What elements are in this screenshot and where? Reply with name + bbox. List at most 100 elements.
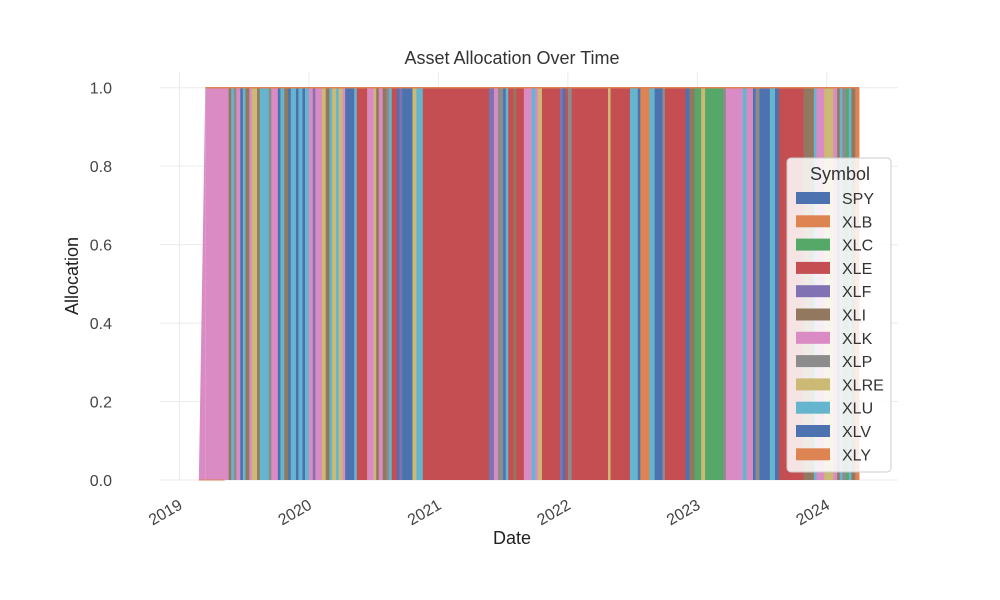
allocation-segment-xlp: [755, 87, 760, 480]
allocation-segment-xlv: [302, 87, 306, 480]
legend-item-spy: SPY: [796, 191, 874, 208]
allocation-segment-xlv: [637, 87, 641, 480]
allocation-segment-xle: [356, 87, 368, 480]
y-tick-label: 0.4: [90, 316, 112, 333]
y-tick-label: 0.2: [90, 395, 112, 412]
legend-item-xle: XLE: [796, 261, 872, 278]
legend-label: XLF: [842, 284, 872, 301]
allocation-segment-xlu: [305, 87, 310, 480]
legend-box: [786, 157, 892, 473]
allocation-segment-xlk: [535, 87, 539, 480]
legend-swatch: [796, 448, 830, 461]
allocation-segment-xlre: [332, 87, 337, 480]
allocation-segment-xli: [228, 87, 232, 480]
legend-swatch: [796, 285, 830, 298]
allocation-segment-xlv: [562, 87, 566, 480]
allocation-segment-xlu: [242, 87, 246, 480]
allocation-segment-xlk: [308, 87, 314, 480]
allocation-segment-xlv: [396, 87, 400, 480]
legend-swatch: [796, 425, 830, 437]
allocation-segment-xlre: [412, 87, 417, 480]
allocation-segment-xli: [284, 87, 289, 480]
allocation-segment-xlu: [389, 87, 393, 480]
allocation-segment-xlre: [538, 87, 543, 480]
allocation-segment-xlk: [746, 87, 754, 480]
allocation-segment-xlk: [315, 87, 323, 480]
allocation-segment-xlv: [685, 87, 690, 480]
allocation-segment-xle: [508, 87, 514, 480]
legend-swatch: [796, 192, 830, 204]
allocation-segment-xle: [541, 87, 561, 480]
legend-item-xlb: XLB: [796, 214, 872, 231]
allocation-segment-xlf: [560, 87, 563, 480]
legend-title: Symbol: [810, 164, 870, 184]
allocation-segment-xlre: [373, 87, 377, 480]
allocation-segment-xlk: [236, 87, 241, 480]
legend-item-xlk: XLK: [796, 331, 873, 348]
allocation-segment-xle: [664, 87, 686, 480]
legend-item-xlre: XLRE: [796, 377, 884, 394]
allocation-segment-xli: [689, 87, 696, 480]
allocation-segment-xlk: [523, 87, 532, 480]
allocation-segment-xlv: [402, 87, 413, 480]
legend-label: XLE: [842, 261, 872, 278]
allocation-segment-xlu: [531, 87, 536, 480]
allocation-segment-xlu: [769, 87, 776, 480]
legend-swatch: [796, 331, 830, 344]
allocation-segment-xlu: [280, 87, 285, 480]
allocation-areas: [198, 86, 860, 480]
allocation-ramp: [198, 87, 206, 480]
y-tick-label: 0.0: [90, 473, 112, 490]
legend-item-xly: XLY: [796, 447, 871, 464]
allocation-segment-xlu: [259, 87, 270, 480]
allocation-segment-xle: [516, 87, 525, 480]
allocation-segment-xly: [640, 87, 650, 480]
allocation-segment-xle: [422, 87, 490, 480]
allocation-segment-xlv: [775, 87, 780, 480]
allocation-segment-xli: [382, 87, 387, 480]
legend-item-xlf: XLF: [796, 284, 872, 301]
allocation-segment-xlu: [354, 87, 358, 480]
legend-label: XLY: [842, 447, 871, 464]
legend-label: XLU: [842, 401, 873, 418]
allocation-segment-xlu: [505, 87, 509, 480]
allocation-segment-xlf: [488, 87, 495, 480]
allocation-segment-xlp: [386, 87, 390, 480]
allocation-segment-xlf: [399, 87, 403, 480]
legend-item-xli: XLI: [796, 308, 866, 325]
allocation-segment-xlv: [654, 87, 663, 480]
allocation-segment-xlk: [494, 87, 499, 480]
allocation-segment-xlk: [725, 87, 743, 480]
allocation-segment-xlu: [336, 87, 339, 480]
allocation-segment-xli: [257, 87, 260, 480]
legend-swatch: [796, 378, 830, 391]
legend-label: XLP: [842, 354, 872, 371]
y-tick-label: 0.6: [90, 238, 112, 255]
legend-label: XLRE: [842, 377, 884, 394]
allocation-segment-xlv: [752, 87, 756, 480]
allocation-segment-spy: [240, 87, 244, 480]
allocation-segment-xlu: [290, 87, 297, 480]
allocation-segment-xlk: [271, 87, 279, 480]
legend-label: XLB: [842, 214, 872, 231]
allocation-segment-xlk: [378, 87, 383, 480]
allocation-segment-xlc: [694, 87, 702, 480]
allocation-segment-xlp: [662, 87, 666, 480]
allocation-segment-xlv: [295, 87, 299, 480]
legend-label: XLK: [842, 331, 873, 348]
allocation-segment-xlre: [701, 87, 706, 480]
legend-item-xlp: XLP: [796, 354, 872, 371]
legend-item-xlu: XLU: [796, 401, 873, 418]
allocation-segment-xlu: [649, 87, 655, 480]
legend-item-xlc: XLC: [796, 238, 873, 255]
chart-title: Asset Allocation Over Time: [404, 48, 619, 68]
allocation-segment-xlv: [503, 87, 506, 480]
legend-label: XLI: [842, 308, 866, 325]
allocation-segment-xlre: [338, 87, 343, 480]
allocation-segment-xlu: [298, 87, 303, 480]
allocation-segment-xli: [245, 87, 250, 480]
allocation-segment-xlp: [723, 87, 727, 480]
allocation-segment-xlk: [367, 87, 374, 480]
allocation-segment-xlre: [607, 87, 611, 480]
